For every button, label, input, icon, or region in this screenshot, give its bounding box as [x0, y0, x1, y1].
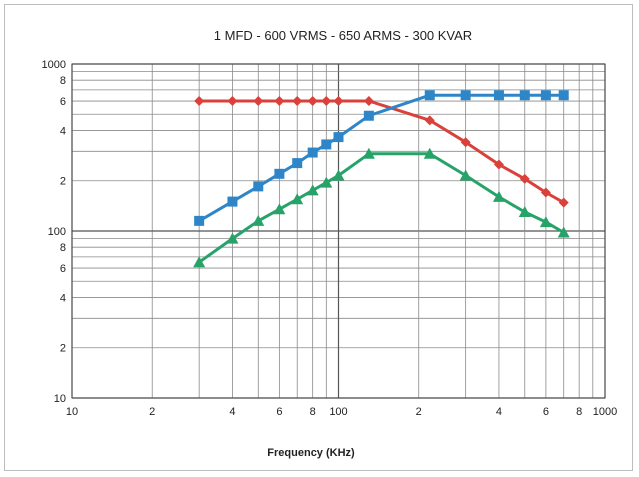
- data-point: [194, 215, 205, 226]
- y-tick-label: 2: [60, 343, 66, 355]
- x-tick-label: 4: [496, 406, 502, 418]
- data-point: [558, 90, 569, 101]
- data-point: [253, 181, 264, 192]
- x-tick-label: 4: [229, 406, 235, 418]
- data-point: [459, 169, 472, 181]
- data-point: [519, 90, 530, 101]
- data-point: [292, 158, 303, 169]
- y-tick-label: 1000: [42, 59, 66, 71]
- data-point: [492, 190, 505, 202]
- data-point: [539, 216, 552, 228]
- data-point: [493, 159, 504, 170]
- y-tick-label: 8: [60, 75, 66, 87]
- x-tick-label: 8: [576, 406, 582, 418]
- x-axis-ticks: 10 2 4 6 8 100 2 4 6 8 1000: [66, 406, 617, 418]
- series-square: [194, 90, 569, 226]
- y-tick-label: 4: [60, 125, 66, 137]
- data-point: [321, 139, 332, 150]
- y-tick-label: 4: [60, 292, 66, 304]
- data-point: [194, 96, 205, 107]
- x-tick-label: 100: [329, 406, 347, 418]
- series-triangle: [193, 147, 570, 268]
- data-point: [558, 197, 569, 208]
- data-point: [292, 96, 303, 107]
- data-point: [333, 132, 344, 143]
- data-point: [333, 96, 344, 107]
- data-point: [424, 90, 435, 101]
- data-point: [423, 147, 436, 159]
- data-point: [307, 96, 318, 107]
- grid: [71, 63, 606, 399]
- data-point: [540, 187, 551, 198]
- chart-frame: [4, 4, 633, 471]
- data-point: [227, 196, 238, 207]
- x-tick-label: 6: [276, 406, 282, 418]
- data-point: [540, 90, 551, 101]
- data-point: [227, 96, 238, 107]
- y-tick-label: 8: [60, 242, 66, 254]
- x-tick-label: 6: [543, 406, 549, 418]
- y-tick-label: 6: [60, 96, 66, 108]
- x-tick-label: 2: [149, 406, 155, 418]
- data-point: [291, 193, 304, 205]
- y-tick-label: 10: [54, 393, 66, 405]
- plot-border: [71, 63, 606, 399]
- data-point: [253, 96, 264, 107]
- y-tick-label: 2: [60, 176, 66, 188]
- data-point: [363, 110, 374, 121]
- data-point: [362, 147, 375, 159]
- data-point: [252, 214, 265, 226]
- data-point: [332, 169, 345, 181]
- data-point: [460, 137, 471, 148]
- data-point: [363, 96, 374, 107]
- data-point: [306, 184, 319, 196]
- data-point: [274, 96, 285, 107]
- data-point: [519, 173, 530, 184]
- chart-title: 1 MFD - 600 VRMS - 650 ARMS - 300 KVAR: [214, 28, 472, 43]
- data-point: [320, 176, 333, 188]
- data-point: [273, 203, 286, 215]
- x-tick-label: 2: [416, 406, 422, 418]
- data-point: [518, 205, 531, 217]
- y-tick-label: 100: [48, 226, 66, 238]
- data-point: [274, 168, 285, 179]
- y-tick-label: 6: [60, 263, 66, 275]
- y-axis-ticks: 10 2 4 6 8 100 2 4 6 8 1000: [42, 59, 66, 405]
- x-tick-label: 1000: [593, 406, 617, 418]
- data-point: [307, 147, 318, 158]
- x-tick-label: 8: [310, 406, 316, 418]
- data-point: [424, 115, 435, 126]
- data-point: [321, 96, 332, 107]
- series-diamond: [194, 96, 569, 208]
- x-axis-label: Frequency (KHz): [267, 447, 355, 459]
- data-point: [193, 256, 206, 268]
- data-point: [493, 90, 504, 101]
- data-point: [460, 90, 471, 101]
- data-point: [557, 226, 570, 238]
- data-point: [226, 232, 239, 244]
- x-tick-label: 10: [66, 406, 78, 418]
- series-layer: [193, 90, 570, 268]
